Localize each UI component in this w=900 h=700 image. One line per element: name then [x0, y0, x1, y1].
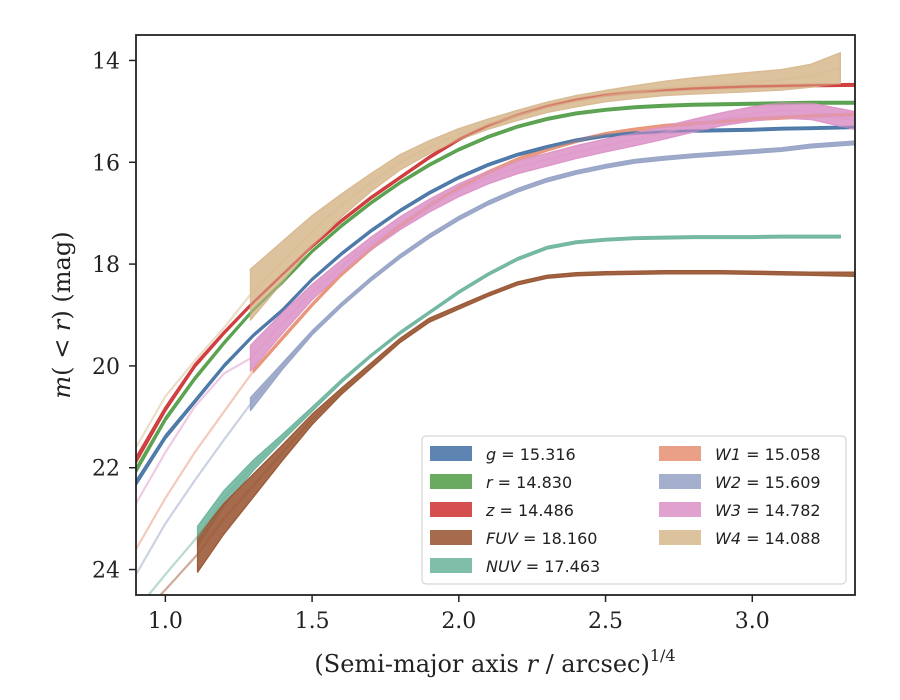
legend-swatch-z — [430, 502, 472, 517]
legend-label-z: z = 14.486 — [485, 501, 574, 520]
plot-frame — [135, 34, 856, 596]
y-axis-label-lt: < — [48, 331, 76, 366]
legend-label-w1: W1 = 15.058 — [715, 445, 821, 464]
series-extrapolated-line-nuv — [147, 235, 841, 595]
y-tick-label: 16 — [92, 151, 120, 176]
legend-label-w3: W3 = 14.782 — [715, 501, 821, 520]
y-tick-label: 14 — [92, 49, 120, 74]
series-extrapolated-line-g — [136, 126, 855, 484]
series-lines — [136, 67, 855, 595]
x-tick-label: 2.5 — [588, 609, 623, 634]
legend-label-r: r = 14.830 — [486, 473, 572, 492]
series-band-w2 — [249, 140, 855, 412]
legend-swatch-nuv — [430, 558, 472, 573]
series-band-r — [136, 100, 855, 474]
x-axis-label-exponent: 1/4 — [650, 646, 676, 665]
legend-swatch-w4 — [659, 530, 701, 545]
legend-label-g: g = 15.316 — [486, 445, 576, 464]
x-tick-label: 2.0 — [441, 609, 476, 634]
legend-label-w4: W4 = 14.088 — [715, 529, 821, 548]
y-axis-label-open: ( — [48, 366, 76, 375]
x-tick-label: 1.5 — [295, 609, 330, 634]
x-tick-label: 3.0 — [735, 609, 770, 634]
series-band-w4 — [249, 52, 841, 321]
x-axis-label-prefix: (Semi-major axis — [314, 650, 526, 678]
x-tick-label: 1.0 — [148, 609, 183, 634]
series-extrapolated-line-fuv — [158, 271, 855, 595]
legend-swatch-r — [430, 474, 472, 489]
legend: g = 15.316 r = 14.830 z = 14.486 FUV = 18.1… — [421, 435, 847, 585]
y-axis-label: m( < r) (mag) — [48, 231, 76, 398]
legend-swatch-fuv — [430, 530, 472, 545]
legend-label-w2: W2 = 15.609 — [715, 473, 821, 492]
y-tick-label: 22 — [92, 457, 120, 482]
y-tick-label: 20 — [92, 355, 120, 380]
series-extrapolated-line-r — [136, 101, 855, 471]
y-axis-label-unit: (mag) — [48, 231, 76, 310]
series-extrapolated-line-z — [136, 83, 855, 461]
x-axis-ticks: 1.0 1.5 2.0 2.5 3.0 — [148, 595, 770, 634]
series-extrapolated-line-w3 — [136, 109, 855, 504]
legend-label-fuv: FUV = 18.160 — [486, 529, 597, 548]
x-axis-label-suffix: / arcsec) — [538, 650, 650, 678]
series-extrapolated-line-w2 — [136, 141, 855, 576]
series-extrapolated-line-w1 — [136, 113, 855, 550]
series-band-fuv — [196, 270, 855, 573]
y-tick-label: 18 — [92, 253, 120, 278]
legend-label-nuv: NUV = 17.463 — [486, 557, 600, 576]
y-axis-ticks: 14 16 18 20 22 24 — [92, 49, 136, 584]
y-tick-label: 24 — [92, 559, 120, 584]
legend-swatch-w2 — [659, 474, 701, 489]
series-extrapolated-line-w4 — [136, 67, 841, 448]
x-axis-label: (Semi-major axis r / arcsec)1/4 — [314, 646, 675, 678]
legend-swatch-g — [430, 446, 472, 461]
legend-frame — [421, 435, 847, 585]
series-band-w3 — [249, 101, 855, 372]
x-axis-label-var: r — [526, 650, 539, 678]
y-axis-label-m: m — [48, 376, 76, 399]
legend-swatch-w1 — [659, 446, 701, 461]
y-axis-label-r: r — [48, 318, 76, 331]
y-axis-label-close: ) — [48, 310, 76, 319]
legend-swatch-w3 — [659, 502, 701, 517]
